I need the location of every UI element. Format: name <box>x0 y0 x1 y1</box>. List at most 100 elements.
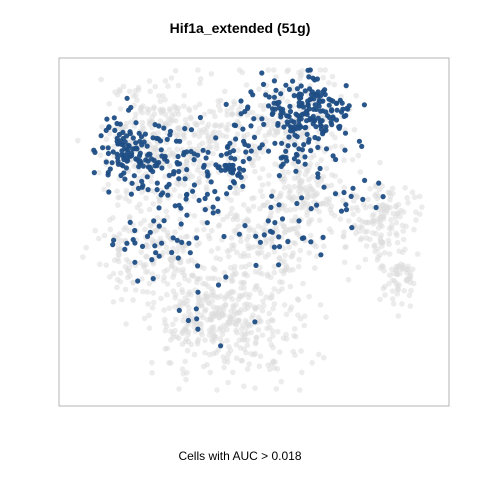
background-point <box>181 92 187 99</box>
highlight-point <box>248 148 254 154</box>
highlight-point <box>124 95 130 101</box>
background-point <box>377 159 383 166</box>
background-point <box>231 263 238 270</box>
background-point <box>256 86 262 92</box>
highlight-point <box>253 233 259 239</box>
background-point <box>205 121 212 128</box>
highlight-point <box>158 147 164 153</box>
highlight-point <box>224 144 231 150</box>
background-point <box>278 190 284 197</box>
background-point <box>400 236 407 243</box>
background-point <box>255 223 262 229</box>
background-point <box>163 244 170 251</box>
background-point <box>389 266 395 273</box>
background-point <box>154 215 161 221</box>
highlight-point <box>261 232 267 238</box>
background-point <box>394 283 401 289</box>
highlight-point <box>184 167 190 173</box>
background-point <box>250 203 257 210</box>
highlight-point <box>130 135 136 141</box>
background-point <box>101 186 107 193</box>
background-point <box>117 270 124 276</box>
background-point <box>110 270 117 277</box>
background-point <box>298 348 304 354</box>
highlight-point <box>155 136 161 142</box>
background-point <box>260 303 267 309</box>
highlight-point <box>242 108 248 115</box>
background-point <box>270 188 276 195</box>
background-point <box>399 301 405 307</box>
background-point <box>139 119 146 126</box>
highlight-point <box>312 91 318 97</box>
highlight-point <box>291 156 297 162</box>
highlight-point <box>107 166 113 172</box>
highlight-point <box>294 200 300 207</box>
highlight-point <box>110 149 116 155</box>
highlight-point <box>298 116 304 122</box>
background-point <box>286 244 292 250</box>
background-point <box>266 172 272 179</box>
background-point <box>161 307 167 313</box>
background-point <box>349 205 355 212</box>
highlight-point <box>278 163 284 169</box>
background-point <box>114 188 120 194</box>
highlight-point <box>138 134 145 140</box>
background-point <box>270 359 277 365</box>
background-point <box>264 271 271 278</box>
background-point <box>103 262 109 269</box>
background-point <box>162 78 169 84</box>
background-point <box>306 176 312 183</box>
background-point <box>291 183 298 190</box>
background-point <box>224 112 230 118</box>
background-point <box>233 355 240 362</box>
background-point <box>206 108 213 115</box>
background-point <box>195 67 201 73</box>
background-point <box>269 294 275 301</box>
background-point <box>157 98 164 104</box>
background-point <box>229 205 235 212</box>
highlight-point <box>360 196 366 202</box>
highlight-point <box>173 138 180 144</box>
highlight-point <box>343 207 350 213</box>
background-point <box>123 190 130 196</box>
highlight-point <box>345 106 351 112</box>
background-point <box>213 255 220 261</box>
background-point <box>411 226 417 233</box>
highlight-point <box>332 191 339 197</box>
highlight-point <box>156 205 162 211</box>
background-point <box>379 183 386 189</box>
background-point <box>253 334 260 341</box>
highlight-point <box>118 162 124 168</box>
background-point <box>262 254 269 260</box>
highlight-point <box>148 156 155 162</box>
highlight-point <box>195 326 201 332</box>
highlight-point <box>301 142 307 148</box>
background-point <box>362 256 369 263</box>
highlight-point <box>261 121 267 127</box>
background-point <box>386 251 393 257</box>
background-point <box>266 129 273 136</box>
background-point <box>191 351 198 358</box>
background-point <box>120 83 127 90</box>
background-point <box>126 213 133 220</box>
background-point <box>230 312 237 319</box>
highlight-point <box>318 126 325 132</box>
highlight-point <box>114 151 120 157</box>
background-point <box>242 263 249 270</box>
background-point <box>353 92 360 99</box>
background-point <box>256 363 263 370</box>
background-point <box>227 210 234 217</box>
background-point <box>218 122 225 128</box>
highlight-point <box>135 185 142 191</box>
background-point <box>115 258 122 265</box>
highlight-point <box>308 206 314 212</box>
background-point <box>252 306 258 313</box>
background-point <box>361 201 367 207</box>
background-point <box>170 150 176 157</box>
background-point <box>328 182 335 189</box>
background-point <box>408 287 414 294</box>
highlight-point <box>210 210 216 216</box>
highlight-point <box>143 157 149 163</box>
background-point <box>152 145 159 151</box>
highlight-point <box>292 142 298 148</box>
